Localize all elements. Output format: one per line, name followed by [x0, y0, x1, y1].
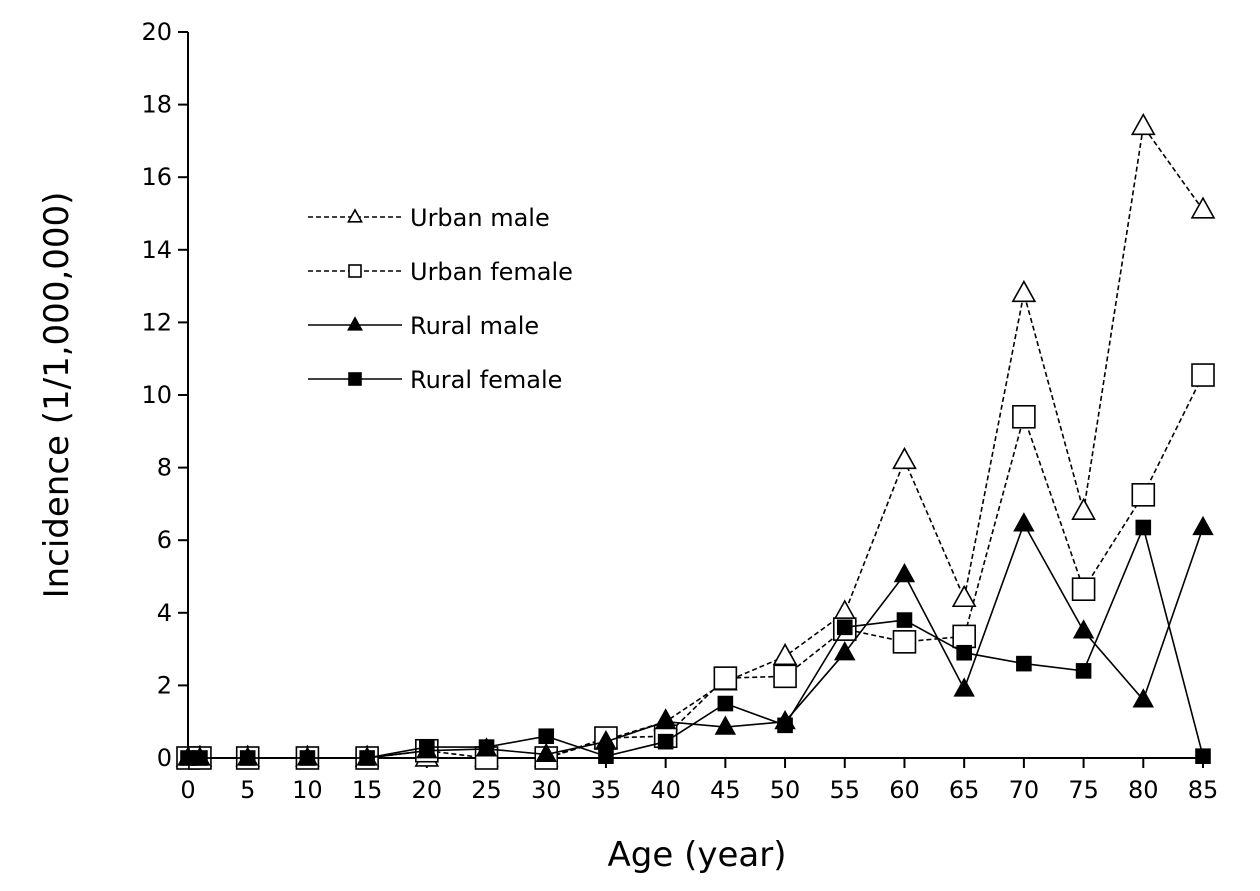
y-tick-label: 8: [157, 454, 172, 482]
data-point: [952, 624, 976, 649]
x-tick-label: 60: [889, 776, 920, 804]
data-point: [953, 677, 975, 697]
legend-entry: Rural female: [308, 366, 562, 394]
x-tick-label: 55: [829, 776, 860, 804]
data-point: [1071, 577, 1096, 602]
data-point: [714, 715, 737, 735]
data-point: [538, 728, 555, 745]
data-point: [1016, 655, 1032, 672]
y-tick-label: 12: [141, 308, 172, 336]
data-point: [1195, 748, 1211, 764]
x-axis-title: Age (year): [608, 835, 787, 875]
data-point: [1071, 497, 1096, 520]
data-point: [777, 717, 793, 734]
data-point: [834, 641, 856, 661]
x-tick-label: 10: [292, 776, 323, 804]
legend-marker: [348, 264, 362, 278]
data-point: [1192, 515, 1214, 536]
data-point: [1072, 619, 1095, 639]
data-point: [773, 664, 797, 689]
x-tick-label: 50: [770, 776, 801, 804]
y-axis-title: Incidence (1/1,000,000): [37, 192, 77, 599]
data-point: [1011, 279, 1037, 303]
x-tick-label: 25: [471, 776, 502, 804]
legend-marker: [348, 372, 362, 386]
data-point: [892, 630, 917, 654]
data-point: [1131, 483, 1156, 507]
x-tick-label: 70: [1009, 776, 1040, 804]
data-point: [896, 612, 913, 628]
series-rural-male: [177, 512, 1214, 766]
legend-entry: Urban male: [308, 204, 550, 232]
x-tick-label: 85: [1188, 776, 1219, 804]
x-tick-label: 20: [412, 776, 443, 804]
data-point: [836, 619, 853, 636]
series-line: [188, 374, 1204, 759]
series-lines: [175, 112, 1216, 770]
data-point: [654, 710, 677, 730]
data-point: [1190, 196, 1216, 219]
x-tick-label: 40: [650, 776, 681, 804]
data-point: [657, 733, 674, 750]
data-point: [478, 739, 495, 755]
legend: Urban male Urban female Rural male Rural fe…: [308, 204, 573, 394]
data-point: [772, 642, 798, 666]
data-point: [713, 666, 738, 690]
series-rural-female: [180, 519, 1211, 766]
legend-marker: [347, 208, 363, 223]
legend-entry: Rural male: [308, 312, 539, 340]
data-point: [239, 750, 256, 766]
data-point: [1135, 519, 1152, 536]
x-tick-label: 0: [180, 776, 195, 804]
data-point: [717, 695, 734, 712]
data-point: [893, 563, 916, 583]
data-point: [598, 748, 614, 764]
x-tick-label: 75: [1068, 776, 1099, 804]
legend-entry: Urban female: [308, 258, 573, 286]
y-tick-label: 2: [157, 671, 172, 699]
legend-label: Urban female: [410, 258, 573, 286]
y-tick-label: 0: [157, 744, 172, 772]
data-point: [1130, 112, 1156, 136]
data-point: [1012, 404, 1036, 429]
x-tick-label: 35: [591, 776, 622, 804]
y-tick-label: 16: [141, 163, 172, 191]
data-point: [1075, 663, 1092, 679]
legend-label: Rural female: [410, 366, 562, 394]
legend-marker: [347, 316, 363, 331]
data-point: [419, 739, 435, 755]
data-point: [1013, 512, 1035, 532]
y-tick-label: 18: [141, 91, 172, 119]
data-point: [951, 584, 977, 608]
y-tick-label: 10: [141, 381, 172, 409]
data-point: [192, 750, 208, 766]
data-point: [1132, 688, 1155, 708]
x-tick-label: 65: [949, 776, 980, 804]
data-point: [535, 742, 557, 762]
y-tick-label: 4: [157, 599, 172, 627]
y-tick-label: 6: [157, 526, 172, 554]
series-urban-female: [176, 363, 1215, 770]
legend-label: Urban male: [410, 204, 550, 232]
x-tick-label: 5: [240, 776, 255, 804]
data-point: [1191, 363, 1215, 387]
axes: 0 2 4 6 8 10 12 14 16 18 20 0 5 10 15 20 25 30 35 40 45 50 55 6…: [141, 18, 1218, 804]
x-tick-label: 80: [1128, 776, 1159, 804]
series-line: [188, 124, 1204, 759]
data-point: [892, 446, 917, 470]
x-tick-label: 45: [710, 776, 741, 804]
data-point: [956, 644, 972, 661]
data-point: [299, 750, 316, 766]
y-tick-label: 14: [141, 236, 172, 264]
x-tick-label: 30: [531, 776, 562, 804]
series-line: [188, 525, 1204, 759]
data-point: [359, 750, 375, 766]
y-tick-label: 20: [141, 18, 172, 46]
x-tick-label: 15: [352, 776, 383, 804]
legend-label: Rural male: [410, 312, 539, 340]
